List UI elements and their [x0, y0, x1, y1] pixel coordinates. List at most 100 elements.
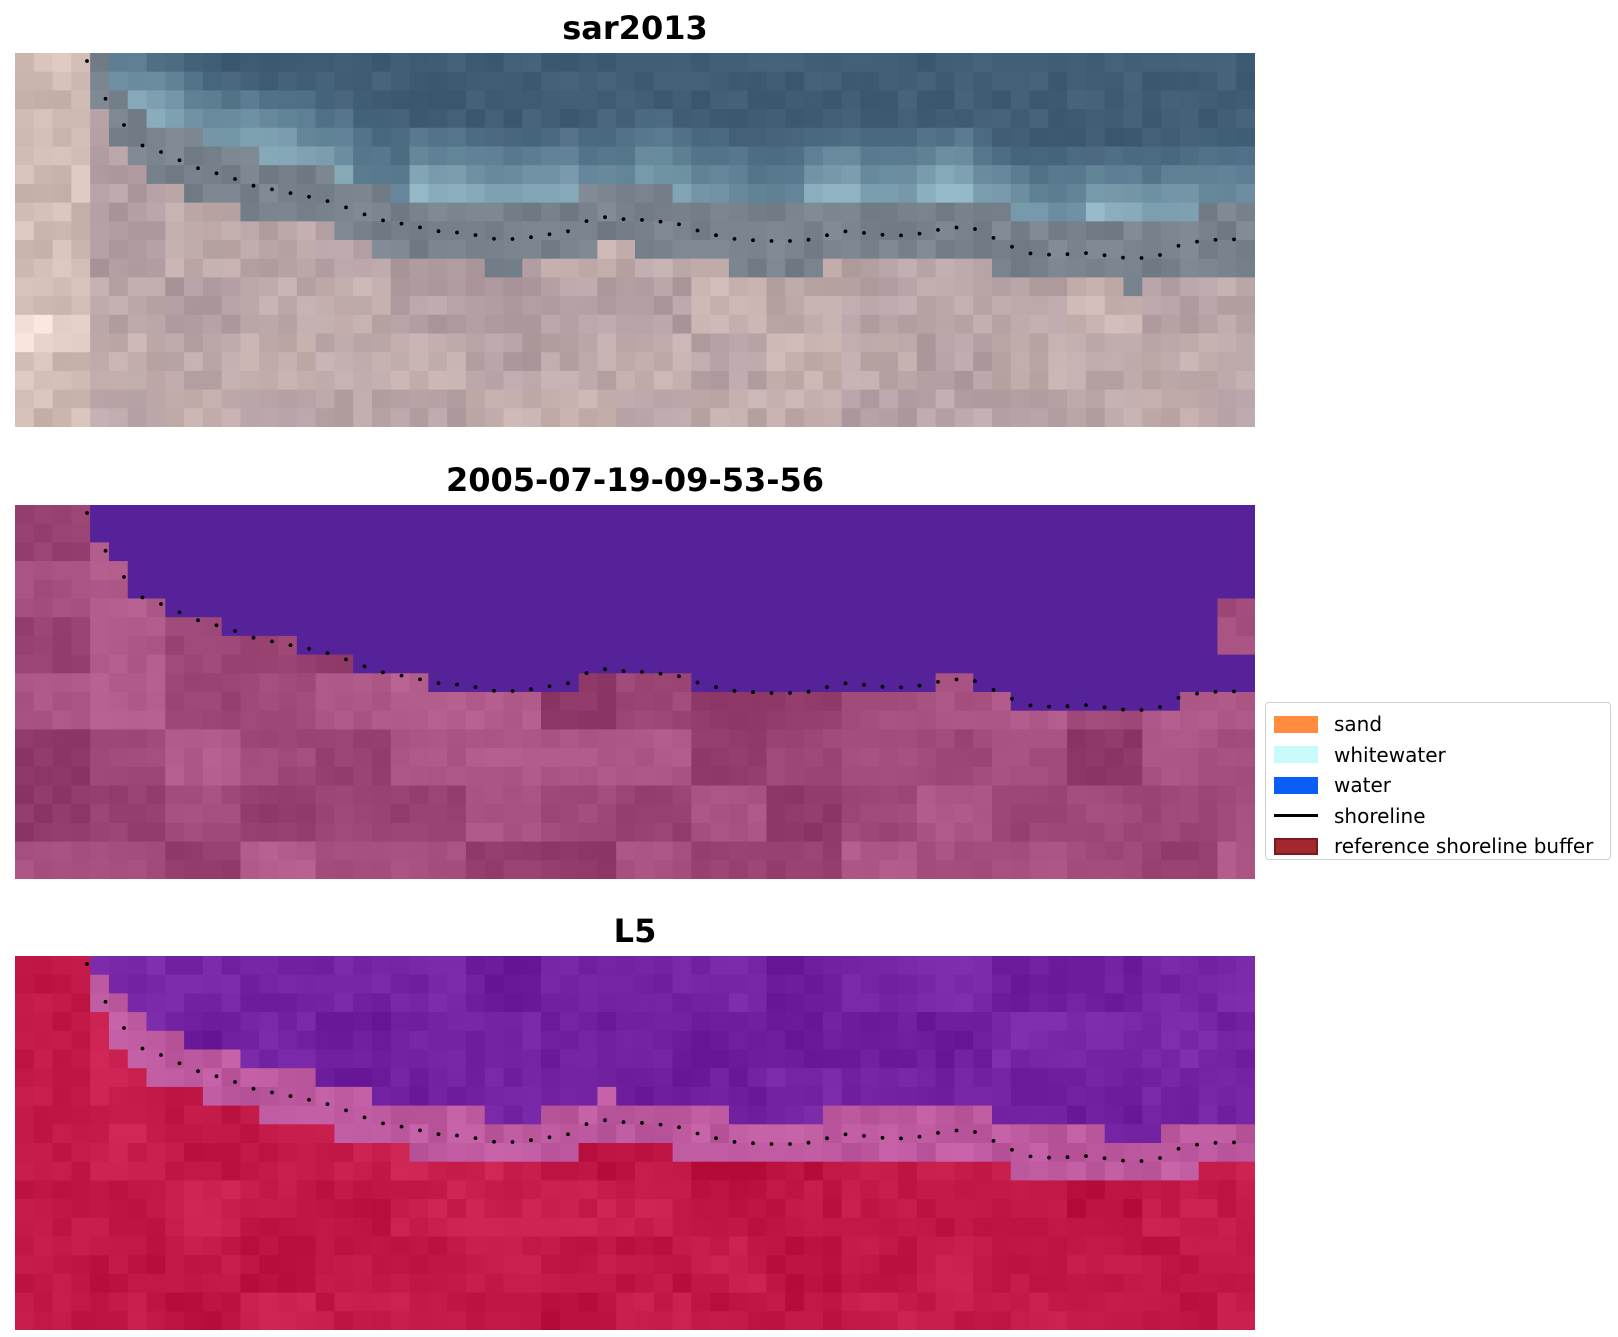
raster-pixel: [635, 993, 655, 1013]
raster-pixel: [860, 523, 880, 543]
raster-pixel: [315, 1180, 335, 1200]
raster-pixel: [146, 71, 166, 91]
raster-pixel: [184, 617, 204, 637]
raster-pixel: [728, 729, 749, 749]
raster-pixel: [409, 1012, 429, 1032]
raster-pixel: [991, 598, 1012, 618]
raster-pixel: [710, 505, 730, 525]
raster-pixel: [165, 221, 185, 241]
raster-pixel: [52, 1030, 72, 1051]
raster-pixel: [184, 673, 204, 693]
raster-pixel: [296, 617, 317, 637]
raster-pixel: [522, 579, 542, 600]
raster-pixel: [1217, 617, 1237, 637]
raster-pixel: [785, 579, 805, 600]
raster-pixel: [146, 1236, 166, 1256]
raster-pixel: [973, 1180, 993, 1200]
raster-pixel: [184, 505, 204, 525]
raster-pixel: [991, 333, 1012, 353]
raster-pixel: [465, 523, 486, 543]
raster-pixel: [1048, 1161, 1068, 1181]
raster-pixel: [653, 314, 674, 335]
raster-pixel: [1067, 333, 1087, 353]
raster-pixel: [15, 617, 35, 637]
raster-pixel: [390, 389, 411, 409]
raster-pixel: [465, 654, 486, 674]
raster-pixel: [766, 389, 786, 409]
raster-pixel: [71, 579, 91, 600]
raster-pixel: [954, 1030, 974, 1051]
raster-pixel: [184, 729, 204, 749]
raster-pixel: [127, 1236, 148, 1256]
raster-pixel: [785, 1030, 805, 1051]
raster-pixel: [184, 1292, 204, 1312]
raster-pixel: [1010, 1161, 1031, 1181]
raster-pixel: [52, 389, 72, 409]
raster-pixel: [935, 258, 955, 278]
raster-pixel: [1085, 1255, 1106, 1275]
raster-pixel: [390, 1217, 411, 1238]
raster-pixel: [954, 408, 974, 427]
raster-pixel: [52, 1292, 72, 1312]
raster-pixel: [221, 1199, 242, 1219]
raster-pixel: [597, 202, 617, 222]
shoreline-point: [1213, 237, 1218, 242]
raster-pixel: [916, 710, 937, 730]
raster-pixel: [465, 277, 486, 297]
shoreline-point: [1195, 1142, 1199, 1147]
raster-pixel: [371, 1236, 392, 1256]
raster-pixel: [278, 127, 298, 148]
raster-pixel: [1067, 109, 1087, 129]
raster-pixel: [691, 692, 711, 712]
raster-pixel: [541, 1236, 561, 1256]
shoreline-point: [658, 1122, 663, 1127]
raster-pixel: [71, 1217, 91, 1238]
raster-pixel: [259, 53, 279, 73]
shoreline-point: [899, 233, 903, 238]
raster-pixel: [296, 993, 317, 1013]
raster-pixel: [90, 1217, 110, 1238]
raster-pixel: [315, 841, 335, 861]
raster-pixel: [710, 956, 730, 976]
raster-pixel: [635, 673, 655, 693]
raster-pixel: [503, 183, 523, 204]
raster-pixel: [484, 314, 505, 335]
raster-pixel: [766, 90, 786, 110]
raster-pixel: [879, 1217, 899, 1238]
raster-pixel: [898, 1292, 918, 1312]
raster-pixel: [691, 785, 711, 805]
raster-pixel: [1236, 579, 1255, 600]
raster-pixel: [1142, 296, 1162, 316]
raster-pixel: [221, 146, 242, 166]
raster-pixel: [33, 1143, 54, 1163]
raster-pixel: [108, 673, 129, 693]
raster-pixel: [766, 542, 786, 562]
raster-pixel: [1198, 221, 1219, 241]
raster-pixel: [541, 617, 561, 637]
raster-pixel: [371, 1030, 392, 1051]
shoreline-point: [307, 1097, 311, 1102]
raster-pixel: [991, 53, 1012, 73]
raster-pixel: [334, 258, 354, 278]
raster-pixel: [165, 277, 185, 297]
raster-pixel: [184, 333, 204, 353]
raster-pixel: [15, 505, 35, 525]
raster-pixel: [1067, 1068, 1087, 1088]
raster-pixel: [1142, 1105, 1162, 1125]
raster-pixel: [822, 277, 843, 297]
raster-pixel: [1010, 202, 1031, 222]
raster-pixel: [728, 598, 749, 618]
raster-pixel: [447, 1068, 467, 1088]
raster-pixel: [71, 1012, 91, 1032]
raster-pixel: [503, 542, 523, 562]
raster-pixel: [334, 352, 354, 372]
raster-pixel: [165, 1273, 185, 1294]
raster-pixel: [278, 635, 298, 656]
raster-pixel: [710, 579, 730, 600]
raster-pixel: [202, 523, 223, 543]
raster-pixel: [822, 71, 843, 91]
raster-pixel: [1179, 1292, 1200, 1312]
raster-pixel: [916, 598, 937, 618]
raster-pixel: [428, 1255, 448, 1275]
raster-pixel: [259, 729, 279, 749]
